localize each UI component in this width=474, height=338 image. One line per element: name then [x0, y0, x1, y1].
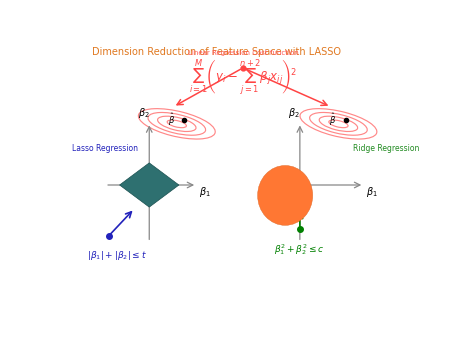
- Text: $\beta_1$: $\beta_1$: [366, 186, 378, 199]
- Ellipse shape: [258, 166, 313, 225]
- Text: Lasso Regression: Lasso Regression: [72, 144, 138, 153]
- Text: Linear Regression Cost function: Linear Regression Cost function: [188, 50, 298, 56]
- Polygon shape: [119, 163, 179, 207]
- Text: Dimension Reduction of Feature Space with LASSO: Dimension Reduction of Feature Space wit…: [92, 47, 341, 57]
- Text: $\beta_1$: $\beta_1$: [199, 186, 210, 199]
- Text: $\beta_2$: $\beta_2$: [289, 106, 300, 120]
- Text: $\hat{\beta}$: $\hat{\beta}$: [168, 112, 175, 128]
- Text: Ridge Regression: Ridge Regression: [353, 144, 419, 153]
- Text: $\sum_{i=1}^{M}\left(y_i-\sum_{j=1}^{n+2}\beta_j x_{ij}\right)^2$: $\sum_{i=1}^{M}\left(y_i-\sum_{j=1}^{n+2…: [189, 57, 297, 97]
- Text: $\beta_1^2+\beta_2^2\leq c$: $\beta_1^2+\beta_2^2\leq c$: [274, 242, 325, 257]
- Text: $\hat{\beta}$: $\hat{\beta}$: [329, 112, 337, 128]
- Text: $|\beta_1|+|\beta_2|\leq t$: $|\beta_1|+|\beta_2|\leq t$: [87, 249, 147, 262]
- Text: $\beta_2$: $\beta_2$: [138, 106, 150, 120]
